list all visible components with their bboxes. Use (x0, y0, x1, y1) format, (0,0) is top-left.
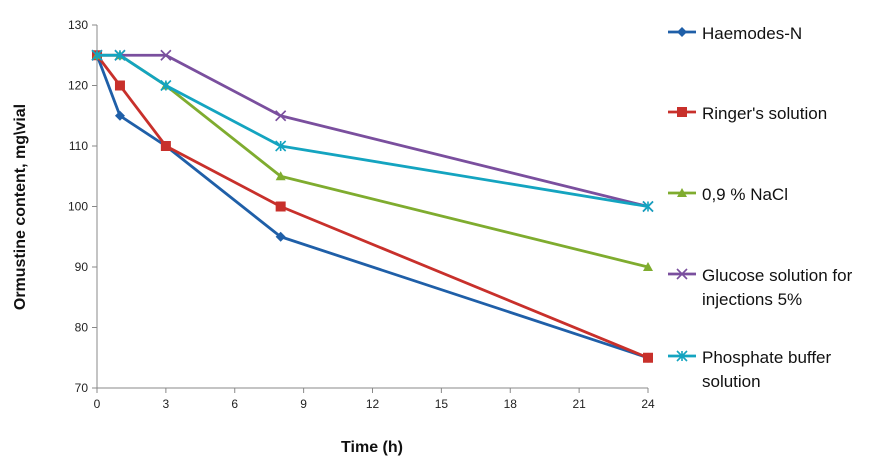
legend-item: Phosphate buffer solution (668, 346, 872, 394)
star-marker (160, 79, 172, 92)
y-tick-label: 100 (68, 200, 88, 214)
legend-item: 0,9 % NaCl (668, 183, 872, 207)
diamond-marker (677, 27, 687, 37)
star-marker (642, 200, 654, 213)
series-2 (92, 50, 653, 363)
square-marker (114, 80, 125, 91)
legend-swatch (668, 27, 696, 37)
legend-label: Glucose solution for injections 5% (702, 266, 853, 309)
x-tick-label: 3 (163, 397, 170, 411)
x-tick-label: 12 (366, 397, 380, 411)
y-axis-title: Ormustine content, mg\vial (12, 104, 29, 310)
legend-label: Ringer's solution (702, 104, 828, 123)
axes-layer: 70 80 90 100 110 120 130 0 3 6 9 12 15 18 21 24 (68, 18, 655, 411)
diamond-marker (275, 231, 286, 242)
legend-item: Haemodes-N (668, 22, 872, 46)
x-marker (676, 268, 688, 280)
square-marker (275, 201, 286, 212)
star-marker (676, 350, 688, 362)
legend-item: Ringer's solution (668, 102, 872, 126)
x-axis-title: Time (h) (341, 439, 403, 456)
x-marker (275, 110, 287, 122)
square-marker (160, 141, 171, 151)
triangle-marker (643, 262, 653, 271)
series-line (95, 54, 649, 360)
legend-swatch (668, 268, 696, 280)
legend-swatch (668, 188, 696, 197)
legend-label: Haemodes-N (702, 24, 803, 43)
x-tick-label: 6 (231, 397, 238, 411)
legend-label: 0,9 % NaCl (702, 185, 788, 204)
x-tick-label: 0 (94, 397, 101, 411)
x-tick-label: 18 (504, 397, 518, 411)
series-1 (92, 50, 653, 363)
series-line (95, 54, 649, 360)
legend-swatch (668, 107, 696, 117)
x-tick-label: 15 (435, 397, 449, 411)
star-marker (91, 49, 103, 61)
x-tick-label: 9 (300, 397, 307, 411)
x-marker (160, 49, 172, 61)
y-tick-label: 80 (75, 321, 89, 335)
legend-item: Glucose solution for injections 5% (668, 264, 872, 312)
y-tick-label: 110 (69, 139, 88, 153)
series-5 (91, 49, 654, 213)
square-marker (677, 107, 687, 117)
series-layer (91, 49, 654, 363)
diamond-marker (114, 110, 125, 121)
series-4 (91, 49, 654, 213)
y-tick-label: 120 (68, 79, 88, 93)
y-tick-label: 90 (75, 260, 89, 274)
star-marker (275, 140, 287, 152)
triangle-marker (677, 188, 687, 197)
x-tick-label: 24 (641, 397, 655, 411)
triangle-marker (275, 171, 286, 181)
series-line (97, 53, 649, 208)
x-tick-label: 21 (572, 397, 586, 411)
legend-swatch (668, 350, 696, 362)
y-tick-label: 70 (75, 381, 89, 395)
legend-label: Phosphate buffer solution (702, 348, 832, 391)
star-marker (114, 49, 126, 61)
y-tick-label: 130 (68, 18, 88, 32)
square-marker (643, 352, 653, 363)
series-line (97, 53, 649, 208)
